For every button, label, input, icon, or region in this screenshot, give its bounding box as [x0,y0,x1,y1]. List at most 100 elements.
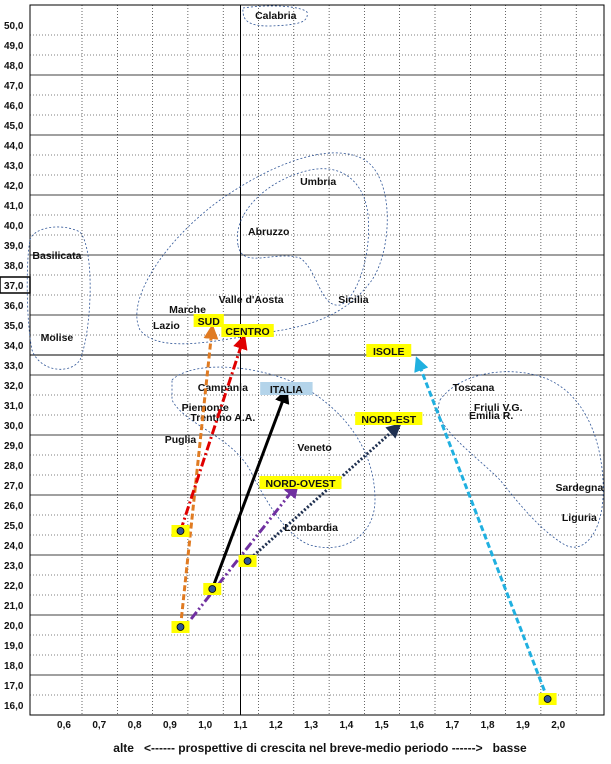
region-label: Abruzzo [248,226,289,238]
y-tick-label: 20,0 [4,621,24,632]
x-tick-label: 0,7 [92,720,106,731]
group-label-background [221,324,274,337]
group-label: ITALIA [270,384,303,396]
y-tick-label: 37,0 [4,281,24,292]
region-label: Sicilia [338,294,369,306]
y-tick-label: 43,0 [4,161,24,172]
y-tick-label: 29,0 [4,441,24,452]
grid: 16,0 17,0 18,0 19,0 20,0 21,0 22,0 23,0 24,0 25,0… [0,4,605,731]
x-tick-label: 1,0 [198,720,212,731]
y-tick-label: 17,0 [4,681,24,692]
y-tick-label: 30,0 [4,421,24,432]
x-tick-label: 1,5 [375,720,389,731]
region-label: Trentino A.A. [190,412,255,424]
region-label: Sardegna [555,482,603,494]
x-tick-label: 1,2 [269,720,283,731]
x-tick-label: 0,9 [163,720,177,731]
region-label: Marche [169,304,206,316]
y-tick-label: 41,0 [4,201,24,212]
arrow-sud [178,324,219,628]
y-tick-label: 27,0 [4,481,24,492]
x-tick-label: 2,0 [551,720,565,731]
y-tick-label: 48,0 [4,61,24,72]
start-marker [176,527,185,535]
group-label-background [259,476,342,489]
group-label: NORD-OVEST [266,478,337,490]
region-label: Lombardia [284,522,338,534]
start-marker [208,585,217,593]
group-label: SUD [198,316,221,328]
region-label: Umbria [300,176,336,188]
group-label: CENTRO [225,326,269,338]
cluster-outline-north [171,366,376,548]
y-tick-label: 26,0 [4,501,24,512]
x-tick-label: 1,4 [339,720,353,731]
start-marker [176,623,185,631]
y-tick-label: 40,0 [4,221,24,232]
region-label: Toscana [453,382,495,394]
y-tick-label: 34,0 [4,341,24,352]
x-tick-label: 0,8 [128,720,142,731]
region-label: Valle d'Aosta [219,294,284,306]
y-tick-highlight [0,276,31,294]
x-axis-title: alte <------ prospettive di crescita nel… [113,741,527,755]
y-tick-label: 36,0 [4,301,24,312]
y-tick-label: 22,0 [4,581,24,592]
x-tick-label: 1,8 [481,720,495,731]
y-tick-label: 38,0 [4,261,24,272]
y-tick-label: 28,0 [4,461,24,472]
region-label: Emilia R. [469,410,513,422]
y-tick-label: 46,0 [4,101,24,112]
y-tick-label: 45,0 [4,121,24,132]
arrow-italia [210,388,290,590]
y-tick-label: 49,0 [4,41,24,52]
x-tick-label: 0,6 [57,720,71,731]
region-label: Campania [198,382,248,394]
y-tick-label: 35,0 [4,321,24,332]
group-label-background [260,382,313,395]
x-tick-label: 1,9 [516,720,530,731]
region-label: Basilicata [32,250,81,262]
arrow-centro [179,334,248,532]
y-tick-label: 33,0 [4,361,24,372]
y-tick-label: 25,0 [4,521,24,532]
region-label: Puglia [165,434,197,446]
region-label: Veneto [297,442,331,454]
y-tick-label: 16,0 [4,701,24,712]
cluster-outline-calabria [242,5,308,27]
region-label: Calabria [255,10,297,22]
group-arrows [178,324,550,700]
y-tick-label: 39,0 [4,241,24,252]
group-label-background [355,412,423,425]
region-label: Lazio [153,320,180,332]
y-tick-label: 44,0 [4,141,24,152]
group-label: NORD-EST [361,414,416,426]
y-tick-label: 42,0 [4,181,24,192]
group-labels: SUD CENTRO ISOLE ITALIA NORD-EST NORD-OVEST [193,314,423,490]
x-tick-label: 1,1 [234,720,248,731]
region-labels: Calabria Umbria Abruzzo Basilicata Valle d'A… [32,10,603,534]
y-tick-label: 24,0 [4,541,24,552]
y-tick-label: 31,0 [4,401,24,412]
y-tick-label: 50,0 [4,21,24,32]
y-tick-label: 19,0 [4,641,24,652]
y-tick-label: 18,0 [4,661,24,672]
region-label: Liguria [562,512,597,524]
arrow-isole [414,356,550,700]
arrow-nord-est [246,422,402,563]
region-label: Friuli V.G. [474,402,523,414]
start-markers [171,525,557,705]
start-marker [543,695,552,703]
group-label: ISOLE [373,346,405,358]
y-tick-label: 32,0 [4,381,24,392]
y-tick-label: 21,0 [4,601,24,612]
region-label: Piemonte [182,402,229,414]
y-tick-label: 47,0 [4,81,24,92]
x-tick-label: 1,3 [304,720,318,731]
x-tick-label: 1,7 [445,720,459,731]
group-label-background [193,314,224,327]
arrow-nord-ovest [189,482,299,620]
y-tick-label: 23,0 [4,561,24,572]
region-label: Molise [41,332,74,344]
